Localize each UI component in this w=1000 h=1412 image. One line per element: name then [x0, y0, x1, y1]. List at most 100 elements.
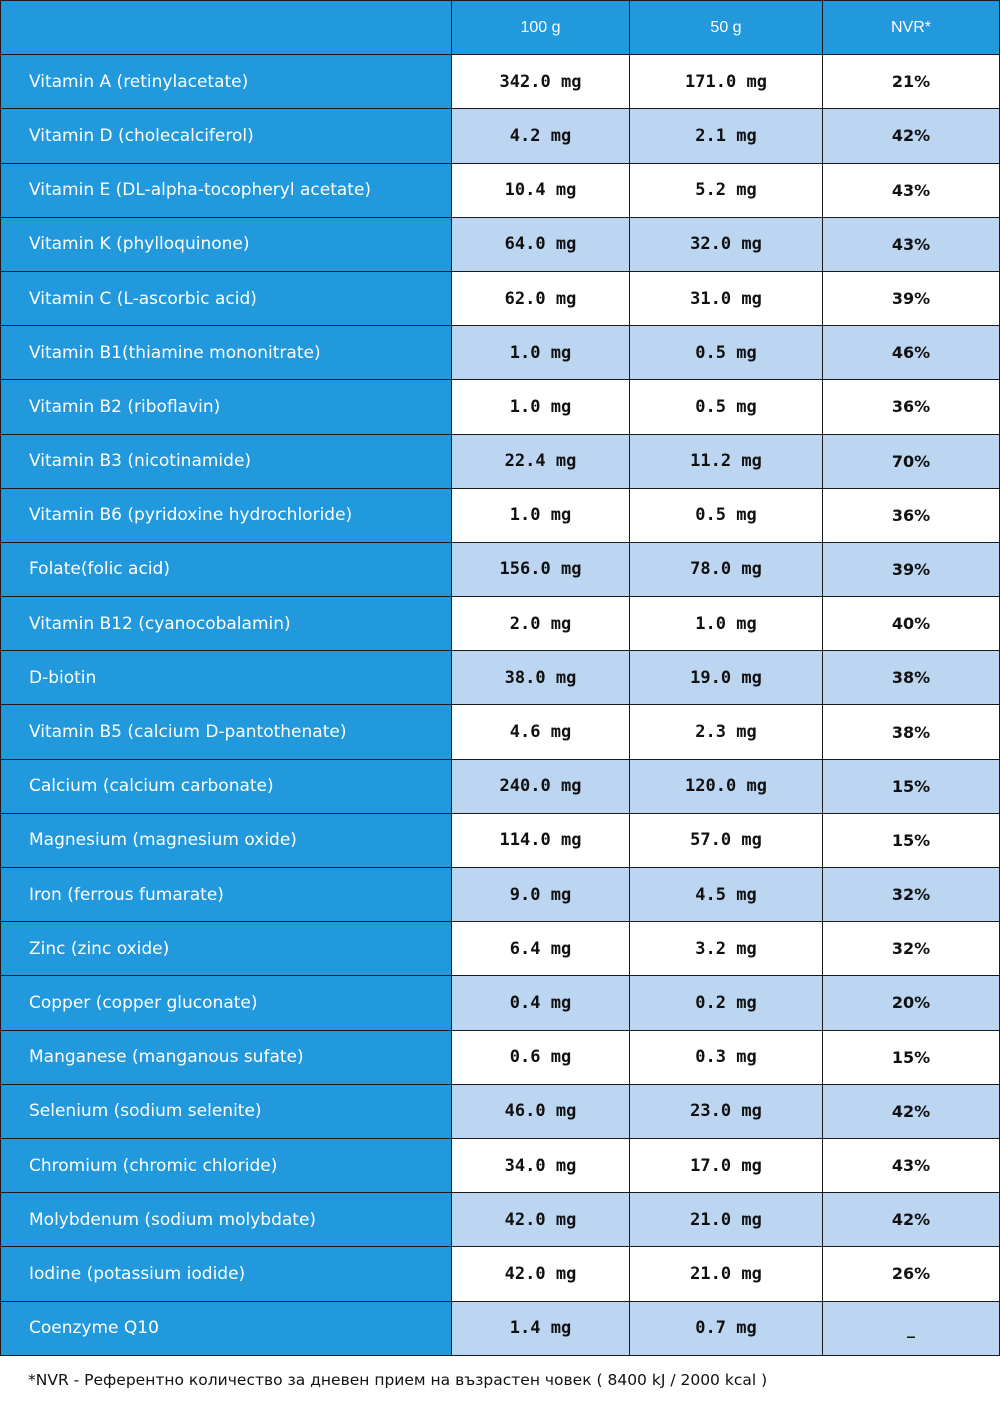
amount-100g: 1.0 mg [452, 488, 630, 543]
nutrient-name: Vitamin B6 (pyridoxine hydrochloride) [1, 488, 452, 543]
table-row: Coenzyme Q10 1.4 mg 0.7 mg _ [1, 1301, 1000, 1356]
nutrient-name: Vitamin B3 (nicotinamide) [1, 434, 452, 489]
amount-50g: 31.0 mg [630, 271, 823, 327]
nvr-percent: 40% [823, 597, 1000, 652]
amount-50g: 21.0 mg [630, 1193, 823, 1248]
amount-50g: 19.0 mg [630, 651, 823, 706]
table-header-row: 100 g 50 g NVR* [1, 1, 1000, 56]
nutrient-name: Zinc (zinc oxide) [1, 922, 452, 977]
amount-100g: 0.6 mg [452, 1030, 630, 1085]
nutrient-name: Vitamin D (cholecalciferol) [1, 109, 452, 164]
amount-100g: 4.6 mg [452, 705, 630, 760]
table-row: Calcium (calcium carbonate) 240.0 mg 120.0… [1, 759, 1000, 814]
amount-50g: 21.0 mg [630, 1247, 823, 1302]
header-50g: 50 g [630, 1, 823, 56]
nvr-percent: 43% [823, 217, 1000, 272]
nutrient-name: Coenzyme Q10 [1, 1301, 452, 1356]
nutrient-name: Vitamin E (DL-alpha-tocopheryl acetate) [1, 163, 452, 218]
table-body: Vitamin A (retinylacetate) 342.0 mg 171.0 … [1, 55, 1000, 1356]
nvr-percent: 20% [823, 976, 1000, 1031]
amount-100g: 1.0 mg [452, 380, 630, 435]
nvr-percent: 39% [823, 542, 1000, 598]
amount-100g: 46.0 mg [452, 1084, 630, 1139]
amount-100g: 156.0 mg [452, 542, 630, 598]
nvr-percent: 46% [823, 326, 1000, 381]
nvr-percent: _ [823, 1301, 1000, 1356]
amount-100g: 1.4 mg [452, 1301, 630, 1356]
table-row: Vitamin B12 (cyanocobalamin) 2.0 mg 1.0 mg… [1, 597, 1000, 652]
table-row: Copper (copper gluconate) 0.4 mg 0.2 mg 20% [1, 976, 1000, 1031]
amount-100g: 6.4 mg [452, 922, 630, 977]
nvr-percent: 43% [823, 163, 1000, 218]
amount-50g: 11.2 mg [630, 434, 823, 489]
amount-50g: 0.2 mg [630, 976, 823, 1031]
nvr-percent: 15% [823, 1030, 1000, 1085]
amount-50g: 120.0 mg [630, 759, 823, 814]
table-row: Molybdenum (sodium molybdate) 42.0 mg 21.0… [1, 1193, 1000, 1248]
nvr-percent: 42% [823, 109, 1000, 164]
amount-50g: 78.0 mg [630, 542, 823, 598]
amount-50g: 0.5 mg [630, 326, 823, 381]
nvr-percent: 26% [823, 1247, 1000, 1302]
table-row: Magnesium (magnesium oxide) 114.0 mg 57.0 … [1, 813, 1000, 868]
nutrient-name: Magnesium (magnesium oxide) [1, 813, 452, 868]
nutrition-table: 100 g 50 g NVR* Vitamin A (retinylacetat… [0, 0, 1000, 1356]
nutrient-name: Vitamin B1(thiamine mononitrate) [1, 326, 452, 381]
amount-100g: 42.0 mg [452, 1193, 630, 1248]
amount-50g: 2.3 mg [630, 705, 823, 760]
nvr-percent: 36% [823, 488, 1000, 543]
amount-50g: 0.5 mg [630, 488, 823, 543]
table-row: Vitamin B3 (nicotinamide) 22.4 mg 11.2 mg 7… [1, 434, 1000, 489]
nvr-percent: 42% [823, 1193, 1000, 1248]
nutrient-name: Vitamin K (phylloquinone) [1, 217, 452, 272]
nutrient-name: Folate(folic acid) [1, 542, 452, 598]
amount-100g: 42.0 mg [452, 1247, 630, 1302]
amount-100g: 38.0 mg [452, 651, 630, 706]
amount-100g: 1.0 mg [452, 326, 630, 381]
table-row: Vitamin C (L-ascorbic acid) 62.0 mg 31.0 m… [1, 271, 1000, 327]
amount-50g: 171.0 mg [630, 55, 823, 110]
amount-100g: 0.4 mg [452, 976, 630, 1031]
nvr-percent: 38% [823, 651, 1000, 706]
nvr-percent: 39% [823, 271, 1000, 327]
amount-50g: 4.5 mg [630, 868, 823, 923]
amount-100g: 4.2 mg [452, 109, 630, 164]
amount-100g: 10.4 mg [452, 163, 630, 218]
nutrient-name: Vitamin C (L-ascorbic acid) [1, 271, 452, 327]
amount-50g: 2.1 mg [630, 109, 823, 164]
table-row: Vitamin B2 (riboflavin) 1.0 mg 0.5 mg 36% [1, 380, 1000, 435]
nutrient-name: Copper (copper gluconate) [1, 976, 452, 1031]
table-row: Vitamin B6 (pyridoxine hydrochloride) 1.0… [1, 488, 1000, 543]
amount-100g: 9.0 mg [452, 868, 630, 923]
nutrient-name: Vitamin B12 (cyanocobalamin) [1, 597, 452, 652]
amount-100g: 64.0 mg [452, 217, 630, 272]
nutrient-name: Iron (ferrous fumarate) [1, 868, 452, 923]
amount-50g: 0.5 mg [630, 380, 823, 435]
table-row: Vitamin E (DL-alpha-tocopheryl acetate) 1… [1, 163, 1000, 218]
amount-50g: 0.3 mg [630, 1030, 823, 1085]
amount-50g: 17.0 mg [630, 1138, 823, 1194]
nvr-percent: 43% [823, 1138, 1000, 1194]
amount-50g: 3.2 mg [630, 922, 823, 977]
amount-100g: 62.0 mg [452, 271, 630, 327]
footnote: *NVR - Референтно количество за дневен п… [28, 1371, 768, 1389]
nutrient-name: Iodine (potassium iodide) [1, 1247, 452, 1302]
nvr-percent: 36% [823, 380, 1000, 435]
amount-100g: 240.0 mg [452, 759, 630, 814]
nvr-percent: 42% [823, 1084, 1000, 1139]
amount-100g: 22.4 mg [452, 434, 630, 489]
header-nvr: NVR* [823, 1, 1000, 56]
nutrient-name: Vitamin A (retinylacetate) [1, 55, 452, 110]
nvr-percent: 15% [823, 813, 1000, 868]
amount-100g: 34.0 mg [452, 1138, 630, 1194]
nutrient-name: D-biotin [1, 651, 452, 706]
table-row: Vitamin B5 (calcium D-pantothenate) 4.6 m… [1, 705, 1000, 760]
table-row: Vitamin D (cholecalciferol) 4.2 mg 2.1 mg 4… [1, 109, 1000, 164]
nutrient-name: Vitamin B2 (riboflavin) [1, 380, 452, 435]
nutrient-name: Vitamin B5 (calcium D-pantothenate) [1, 705, 452, 760]
table-row: Zinc (zinc oxide) 6.4 mg 3.2 mg 32% [1, 922, 1000, 977]
nvr-percent: 38% [823, 705, 1000, 760]
header-100g: 100 g [452, 1, 630, 56]
amount-50g: 5.2 mg [630, 163, 823, 218]
nvr-percent: 32% [823, 868, 1000, 923]
